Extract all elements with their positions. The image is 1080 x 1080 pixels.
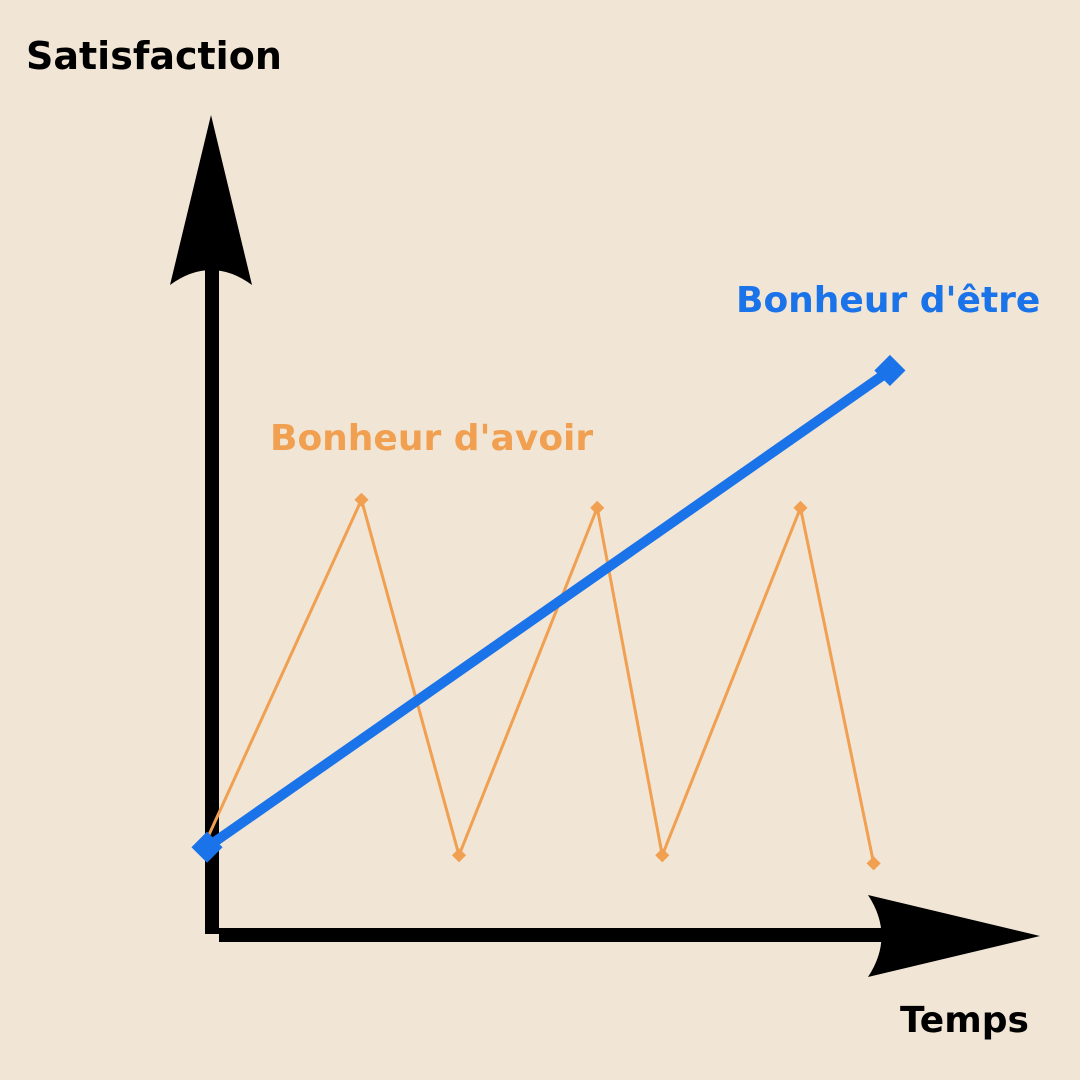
data-point-bonheur-avoir-6 (866, 856, 881, 871)
data-point-bonheur-avoir-5 (793, 500, 808, 515)
y-axis-line (205, 260, 219, 934)
series-line-bonheur-avoir (205, 495, 876, 864)
y-axis-arrow (170, 115, 252, 285)
x-axis-arrow (868, 895, 1040, 977)
axes (170, 115, 1040, 977)
series-line-bonheur-etre (204, 366, 893, 852)
series-layer (191, 354, 906, 871)
series-label-bonheur-avoir: Bonheur d'avoir (270, 418, 594, 459)
data-point-bonheur-avoir-2 (451, 848, 467, 863)
x-axis-line (219, 928, 894, 942)
series-label-bonheur-etre: Bonheur d'être (736, 280, 1041, 321)
x-axis-label: Temps (900, 1000, 1029, 1041)
y-axis-label: Satisfaction (26, 34, 282, 78)
data-point-bonheur-avoir-4 (655, 848, 670, 863)
series-bonheur-avoir (199, 492, 881, 871)
data-point-bonheur-avoir-1 (354, 492, 369, 507)
data-point-bonheur-etre-1 (874, 354, 906, 387)
data-point-bonheur-avoir-3 (590, 500, 605, 515)
